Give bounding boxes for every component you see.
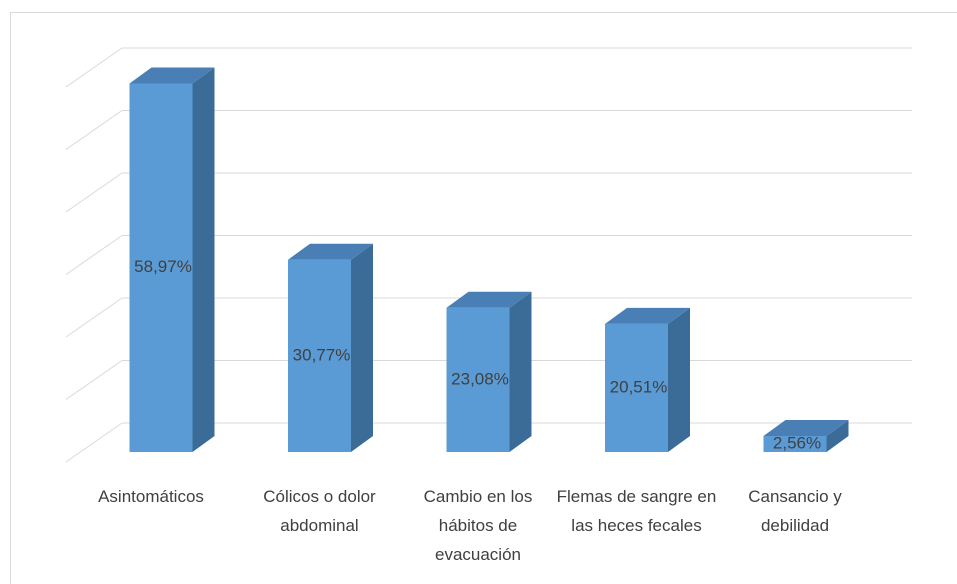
data-label: 30,77% xyxy=(293,345,351,364)
x-tick-label: Cambio en los hábitos de evacuación xyxy=(423,487,533,564)
bar-side xyxy=(192,67,215,452)
grid-line-side xyxy=(65,110,123,150)
grid-line-side xyxy=(65,47,123,88)
grid-line-side xyxy=(65,422,123,463)
bar-side xyxy=(668,307,690,452)
data-label: 23,08% xyxy=(451,369,509,388)
x-tick-label: Asintomáticos xyxy=(98,487,204,506)
grid-line-side xyxy=(65,360,123,400)
bar xyxy=(446,291,532,452)
bar xyxy=(763,420,849,452)
bar-front xyxy=(288,259,351,452)
bar-side xyxy=(826,420,849,452)
data-label: 20,51% xyxy=(610,377,668,396)
bar xyxy=(605,307,690,452)
grid-line-side xyxy=(65,235,123,275)
bar-top xyxy=(605,307,690,324)
bar-side xyxy=(351,243,373,452)
bar-front xyxy=(763,436,827,452)
bar-top xyxy=(129,67,215,84)
x-tick-label: Cansancio y debilidad xyxy=(748,487,842,535)
data-label: 2,56% xyxy=(773,433,821,452)
bar-top xyxy=(288,243,373,260)
bar-side xyxy=(509,291,532,452)
bar-front xyxy=(129,83,193,452)
bar xyxy=(288,243,373,452)
bar-front xyxy=(446,307,510,452)
grid-line-side xyxy=(65,297,123,338)
bar-top xyxy=(763,420,849,436)
bar-top xyxy=(446,291,532,308)
bar-front xyxy=(605,323,668,452)
x-tick-label: Flemas de sangre en las heces fecales xyxy=(556,487,717,535)
x-tick-label: Cólicos o dolor abdominal xyxy=(263,487,376,535)
grid-line-side xyxy=(65,172,123,213)
chart-frame xyxy=(10,12,957,584)
data-label: 58,97% xyxy=(134,257,192,276)
bar xyxy=(129,67,215,452)
